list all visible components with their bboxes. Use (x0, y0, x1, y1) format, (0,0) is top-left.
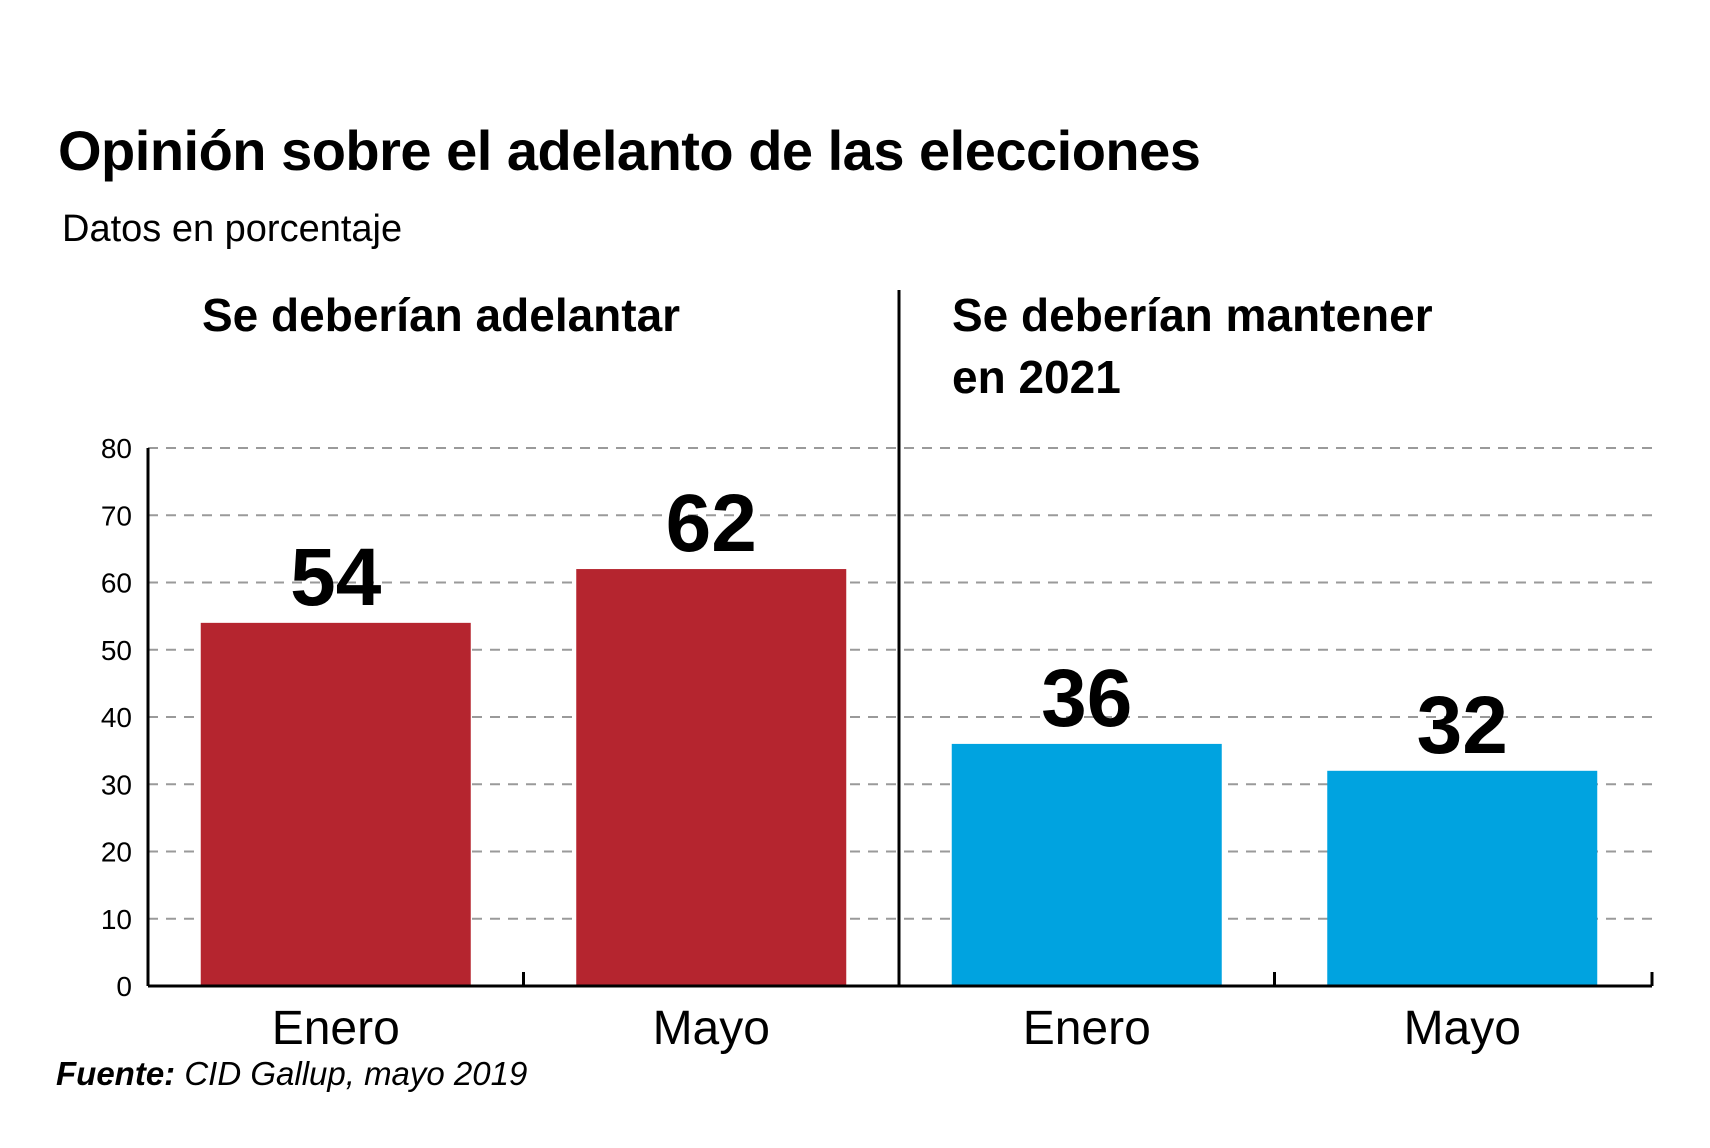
y-tick-label-60: 60 (101, 568, 132, 599)
chart-subtitle: Datos en porcentaje (62, 208, 403, 250)
value-label-mantener-mayo: 32 (1417, 680, 1508, 771)
y-tick-label-10: 10 (101, 904, 132, 935)
value-label-mantener-enero: 36 (1041, 653, 1132, 744)
panel-title-mantener: Se deberían mantener en 2021 (952, 284, 1433, 408)
y-tick-label-50: 50 (101, 635, 132, 666)
category-label-adelantar-mayo: Mayo (653, 1002, 770, 1055)
y-tick-label-30: 30 (101, 769, 132, 800)
y-tick-label-80: 80 (101, 433, 132, 464)
source-text: CID Gallup, mayo 2019 (184, 1055, 528, 1092)
chart-title: Opinión sobre el adelanto de las eleccio… (58, 119, 1201, 182)
category-label-adelantar-enero: Enero (272, 1002, 400, 1055)
value-label-adelantar-mayo: 62 (666, 478, 757, 569)
y-tick-label-20: 20 (101, 837, 132, 868)
bar-mantener-enero (951, 743, 1222, 986)
bar-adelantar-enero (200, 622, 471, 986)
y-tick-label-40: 40 (101, 702, 132, 733)
y-tick-label-0: 0 (116, 971, 132, 1002)
panel-title-mantener-line-2: en 2021 (952, 351, 1121, 403)
y-tick-label-70: 70 (101, 500, 132, 531)
panel-title-adelantar: Se deberían adelantar (202, 284, 680, 346)
category-label-mantener-mayo: Mayo (1404, 1002, 1521, 1055)
category-label-mantener-enero: Enero (1023, 1002, 1151, 1055)
source-label: Fuente: (56, 1055, 176, 1092)
panel-title-mantener-line-1: Se deberían mantener (952, 289, 1433, 341)
panel-title-adelantar-line-1: Se deberían adelantar (202, 289, 681, 341)
bar-adelantar-mayo (576, 569, 847, 986)
value-label-adelantar-enero: 54 (290, 532, 382, 623)
bar-mantener-mayo (1327, 770, 1598, 986)
source-note: Fuente: CID Gallup, mayo 2019 (56, 1055, 527, 1093)
